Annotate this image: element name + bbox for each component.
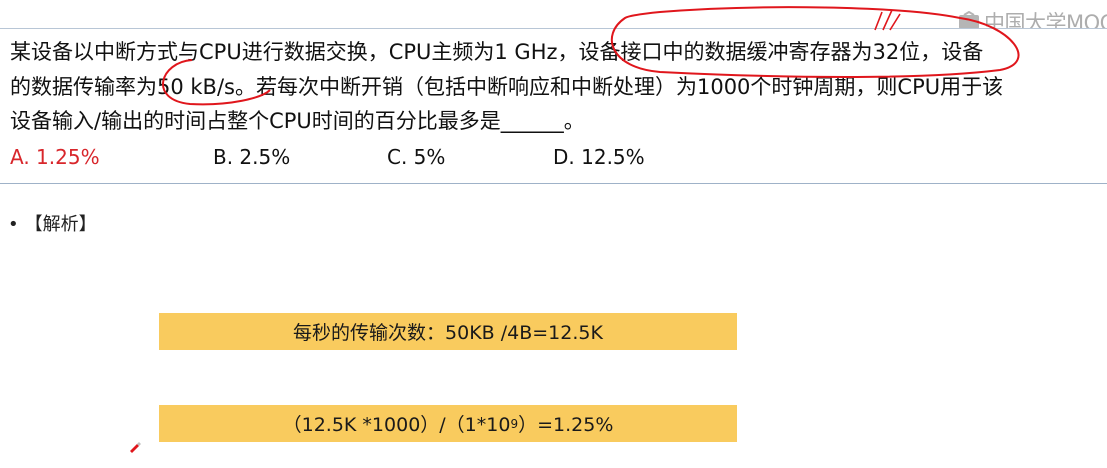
analysis-title: 【解析】 — [24, 214, 97, 235]
formula-percentage-post: ）=1.25% — [518, 414, 614, 436]
answer-options: A. 1.25% B. 2.5% C. 5% D. 12.5% — [0, 143, 1107, 173]
option-d[interactable]: D. 12.5% — [553, 145, 645, 169]
formula-percentage-pre: （12.5K *1000）/（1*10 — [282, 414, 511, 436]
question-line-1: 某设备以中断方式与CPU进行数据交换，CPU主频为1 GHz，设备接口中的数据缓… — [10, 40, 984, 64]
analysis-heading: • 【解析】 — [8, 212, 97, 238]
option-b[interactable]: B. 2.5% — [213, 145, 291, 169]
bullet: • — [8, 214, 19, 235]
formula-box-percentage: （12.5K *1000）/（1*10 9 ）=1.25% — [159, 405, 737, 442]
question-line-3: 设备输入/输出的时间占整个CPU时间的百分比最多是______。 — [10, 109, 585, 133]
option-c[interactable]: C. 5% — [387, 145, 446, 169]
pen-cursor-icon — [130, 442, 141, 453]
question-box: 某设备以中断方式与CPU进行数据交换，CPU主频为1 GHz，设备接口中的数据缓… — [0, 28, 1107, 184]
option-a[interactable]: A. 1.25% — [10, 145, 100, 169]
question-line-2: 的数据传输率为50 kB/s。若每次中断开销（包括中断响应和中断处理）为1000… — [10, 75, 1004, 99]
formula-transfers-text: 每秒的传输次数：50KB /4B=12.5K — [293, 322, 603, 344]
formula-box-transfers: 每秒的传输次数：50KB /4B=12.5K — [159, 313, 737, 350]
